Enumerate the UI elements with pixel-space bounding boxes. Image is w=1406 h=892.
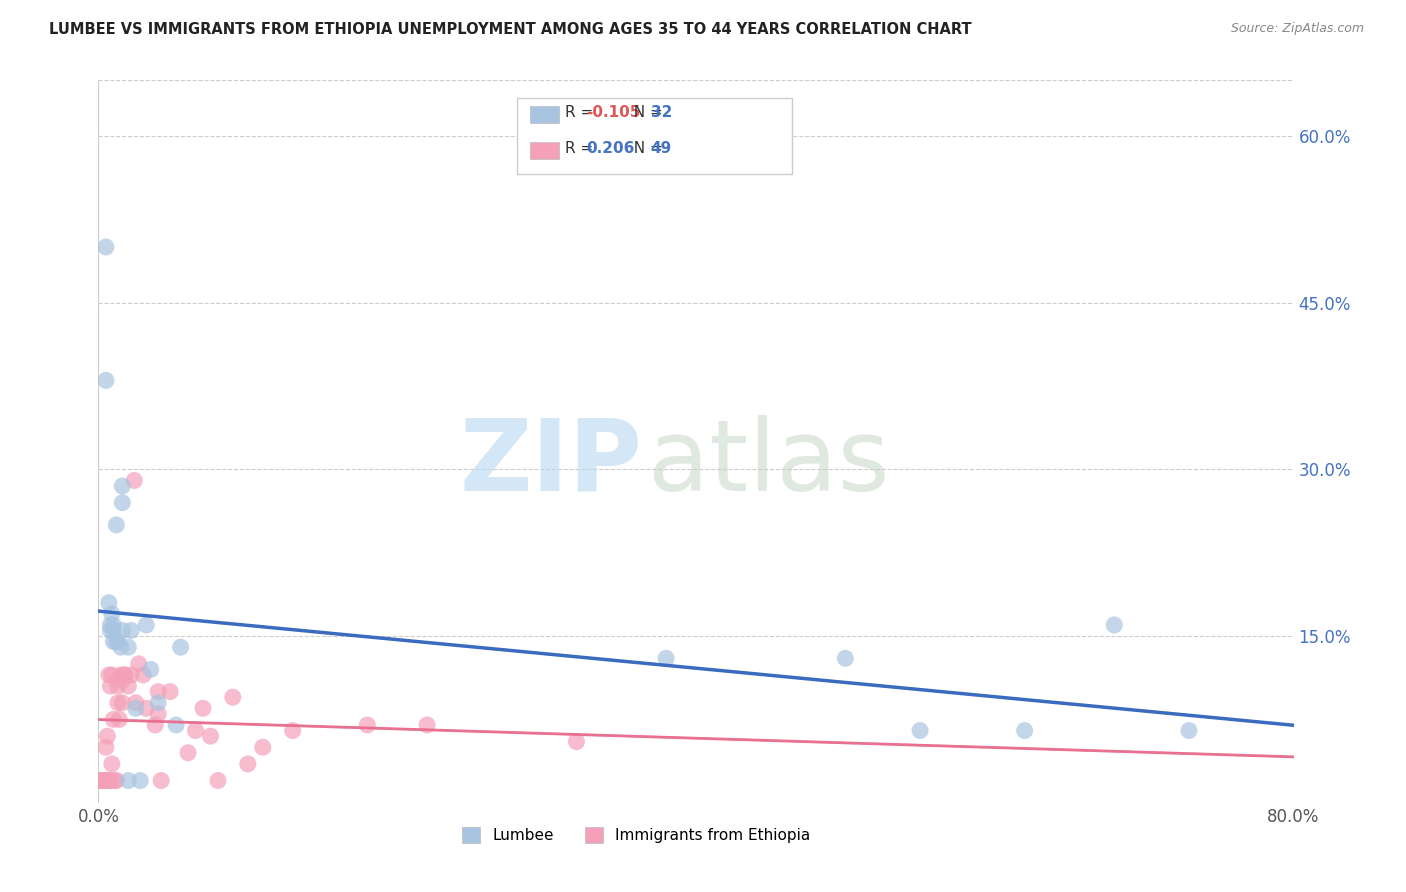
Point: [96, 773, 118, 788]
Point: [148, 696, 170, 710]
Point: [908, 723, 931, 738]
Text: atlas: atlas: [648, 415, 890, 512]
Point: [356, 718, 378, 732]
Text: 49: 49: [651, 141, 672, 156]
Point: [120, 668, 142, 682]
Text: -0.105: -0.105: [586, 105, 640, 120]
Point: [97, 773, 120, 788]
Point: [103, 624, 125, 638]
Point: [114, 668, 136, 682]
Point: [125, 696, 148, 710]
Text: LUMBEE VS IMMIGRANTS FROM ETHIOPIA UNEMPLOYMENT AMONG AGES 35 TO 44 YEARS CORREL: LUMBEE VS IMMIGRANTS FROM ETHIOPIA UNEMP…: [49, 22, 972, 37]
Point: [132, 668, 155, 682]
Point: [101, 668, 124, 682]
Point: [112, 668, 135, 682]
Point: [129, 773, 152, 788]
Point: [94, 773, 117, 788]
Point: [169, 640, 191, 655]
Point: [135, 701, 157, 715]
Text: 32: 32: [651, 105, 672, 120]
Point: [1104, 618, 1126, 632]
Text: R =: R =: [565, 105, 598, 120]
Point: [108, 713, 131, 727]
Text: R =: R =: [565, 141, 598, 156]
Point: [103, 713, 125, 727]
Point: [150, 773, 173, 788]
Point: [103, 634, 125, 648]
Point: [834, 651, 856, 665]
Point: [96, 729, 118, 743]
Point: [222, 690, 245, 705]
Point: [148, 684, 170, 698]
Point: [655, 651, 678, 665]
Point: [191, 701, 214, 715]
Point: [111, 673, 134, 688]
Point: [148, 706, 170, 721]
Point: [105, 517, 128, 532]
Point: [252, 740, 274, 755]
Text: ZIP: ZIP: [460, 415, 643, 512]
Point: [98, 679, 122, 693]
Point: [565, 734, 588, 748]
Point: [90, 773, 112, 788]
Point: [143, 718, 166, 732]
Point: [184, 723, 207, 738]
Point: [107, 634, 129, 648]
Point: [107, 696, 129, 710]
Point: [94, 373, 117, 387]
Point: [87, 773, 110, 788]
Point: [91, 773, 114, 788]
Point: [139, 662, 162, 676]
Point: [236, 756, 259, 771]
Point: [98, 624, 122, 638]
FancyBboxPatch shape: [530, 105, 558, 123]
Point: [111, 696, 134, 710]
Point: [105, 773, 128, 788]
Point: [103, 618, 125, 632]
Point: [135, 618, 157, 632]
Point: [207, 773, 229, 788]
Point: [111, 496, 134, 510]
Point: [159, 684, 181, 698]
Point: [101, 607, 124, 621]
Text: N =: N =: [624, 141, 668, 156]
Point: [98, 618, 122, 632]
Point: [111, 479, 134, 493]
Point: [281, 723, 304, 738]
Point: [104, 773, 127, 788]
Text: Source: ZipAtlas.com: Source: ZipAtlas.com: [1230, 22, 1364, 36]
Point: [110, 668, 132, 682]
Point: [1014, 723, 1036, 738]
Point: [94, 240, 117, 254]
Point: [117, 640, 139, 655]
Point: [117, 679, 139, 693]
Point: [98, 773, 122, 788]
Point: [165, 718, 187, 732]
Point: [111, 624, 134, 638]
Point: [117, 773, 139, 788]
Point: [97, 668, 120, 682]
Point: [177, 746, 200, 760]
Point: [124, 474, 146, 488]
Point: [94, 740, 117, 755]
Text: N =: N =: [624, 105, 668, 120]
FancyBboxPatch shape: [530, 142, 558, 159]
FancyBboxPatch shape: [517, 98, 792, 174]
Point: [93, 773, 115, 788]
Point: [416, 718, 439, 732]
Point: [101, 756, 124, 771]
Point: [1178, 723, 1201, 738]
Point: [97, 596, 120, 610]
Point: [120, 624, 142, 638]
Point: [125, 701, 148, 715]
Point: [128, 657, 150, 671]
Point: [105, 634, 128, 648]
Point: [107, 679, 129, 693]
Point: [200, 729, 222, 743]
Legend: Lumbee, Immigrants from Ethiopia: Lumbee, Immigrants from Ethiopia: [456, 822, 817, 849]
Text: 0.206: 0.206: [586, 141, 634, 156]
Point: [110, 640, 132, 655]
